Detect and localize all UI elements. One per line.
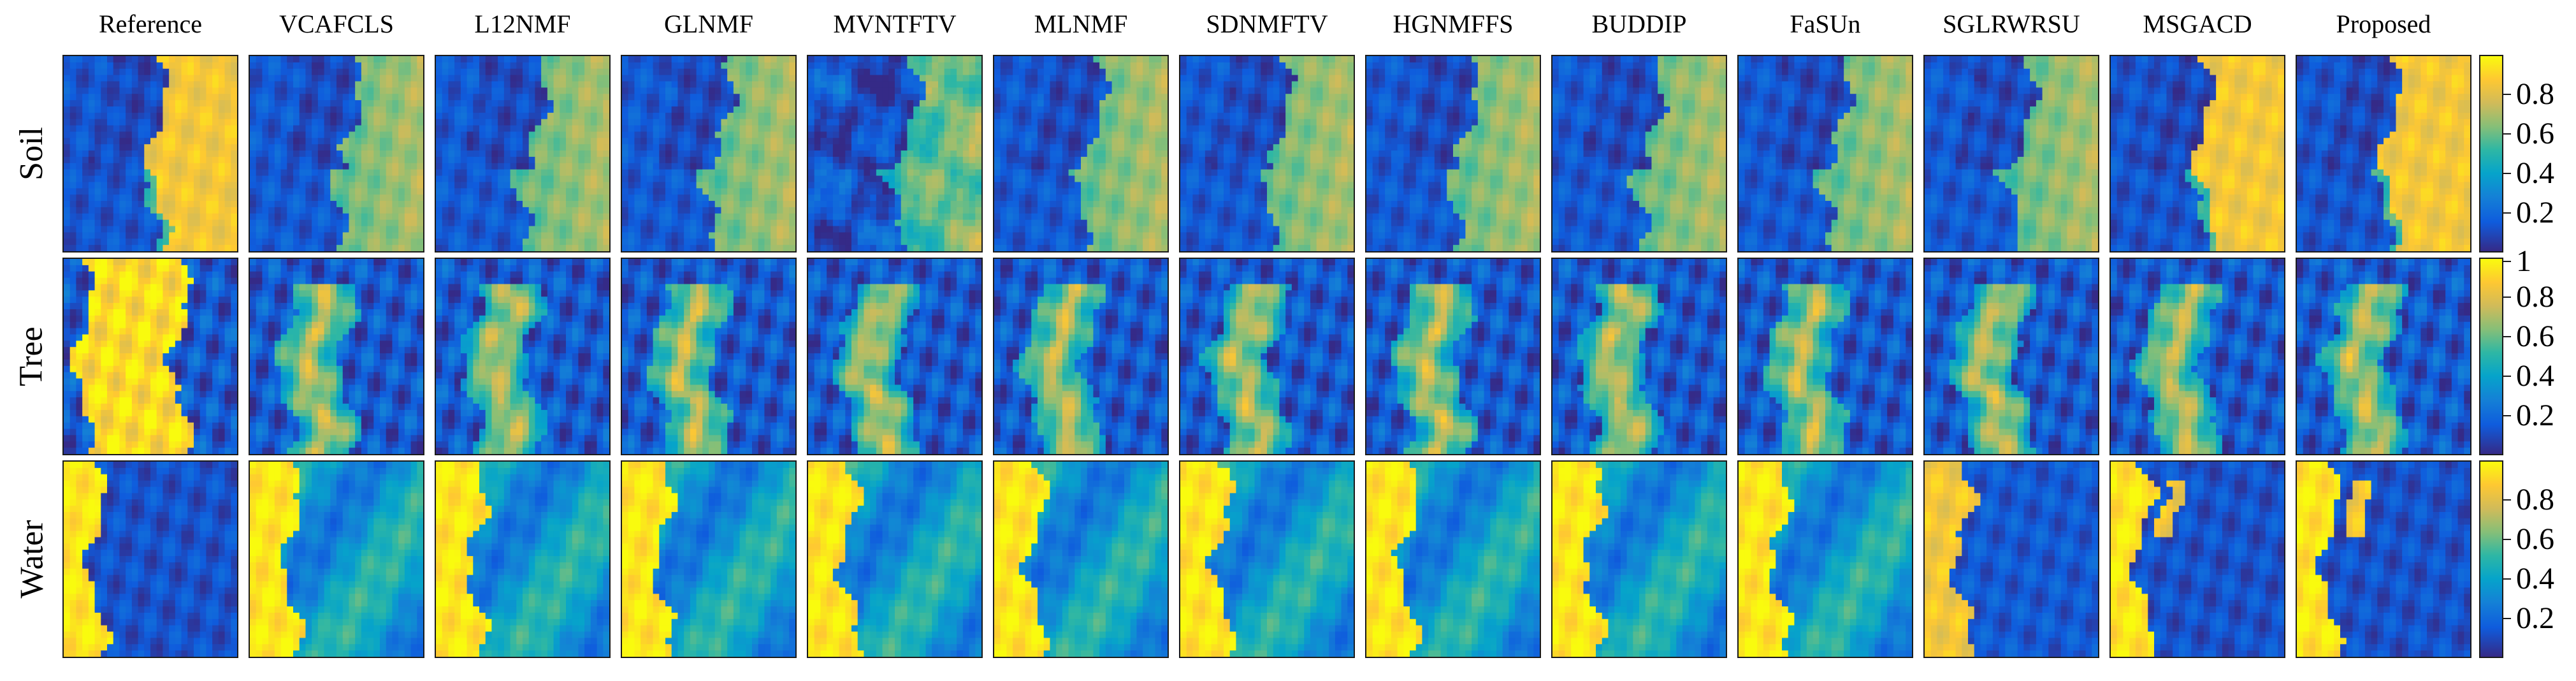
abundance-map-soil-sglrwrsu: [1923, 55, 2099, 253]
colorbar-tick: [2503, 133, 2511, 135]
column-title-fasun: FaSUn: [1725, 9, 1926, 40]
abundance-map-soil-sdnmftv: [1179, 55, 1355, 253]
colorbar-tick: [2503, 539, 2511, 540]
abundance-map-water-reference: [62, 460, 238, 658]
abundance-map-soil-buddip: [1551, 55, 1727, 253]
abundance-map-soil-vcafcls: [249, 55, 424, 253]
column-title-msgacd: MSGACD: [2097, 9, 2298, 40]
abundance-map-soil-msgacd: [2109, 55, 2285, 253]
colorbar-tick-label: 0.4: [2516, 563, 2554, 595]
abundance-map-water-sglrwrsu: [1923, 460, 2099, 658]
colorbar-tick: [2503, 499, 2511, 501]
abundance-map-water-mvntftv: [807, 460, 983, 658]
colorbar-tick-label: 0.8: [2516, 281, 2554, 313]
colorbar-tick: [2503, 415, 2511, 416]
row-label-soil: Soil: [0, 55, 64, 253]
abundance-map-tree-sdnmftv: [1179, 258, 1355, 455]
colorbar-tick-label: 1: [2516, 245, 2531, 277]
colorbar-tick-label: 0.2: [2516, 197, 2554, 229]
column-title-buddip: BUDDIP: [1538, 9, 1740, 40]
colorbar-tick: [2503, 94, 2511, 95]
abundance-map-water-msgacd: [2109, 460, 2285, 658]
abundance-map-water-fasun: [1737, 460, 1913, 658]
abundance-map-tree-reference: [62, 258, 238, 455]
abundance-map-soil-l12nmf: [435, 55, 611, 253]
abundance-map-water-sdnmftv: [1179, 460, 1355, 658]
abundance-map-tree-buddip: [1551, 258, 1727, 455]
column-title-glnmf: GLNMF: [608, 9, 809, 40]
colorbar-tick: [2503, 618, 2511, 619]
abundance-map-soil-proposed: [2296, 55, 2471, 253]
abundance-map-water-vcafcls: [249, 460, 424, 658]
colorbar-tick-label: 0.8: [2516, 484, 2554, 516]
row-label-text: Water: [13, 520, 51, 599]
column-title-l12nmf: L12NMF: [422, 9, 623, 40]
colorbar-tick-label: 0.4: [2516, 360, 2554, 392]
colorbar-tick-label: 0.6: [2516, 524, 2554, 555]
column-title-vcafcls: VCAFCLS: [236, 9, 437, 40]
colorbar-tick: [2503, 261, 2511, 263]
abundance-map-water-hgnmffs: [1365, 460, 1541, 658]
column-title-reference: Reference: [50, 9, 251, 40]
colorbar-tick-label: 0.8: [2516, 78, 2554, 110]
abundance-map-soil-mlnmf: [993, 55, 1169, 253]
column-title-mlnmf: MLNMF: [980, 9, 1182, 40]
abundance-map-tree-proposed: [2296, 258, 2471, 455]
colorbar-tick-label: 0.2: [2516, 603, 2554, 634]
colorbar-tick: [2503, 376, 2511, 377]
row-label-text: Tree: [13, 326, 51, 386]
colorbar-tick: [2503, 297, 2511, 298]
abundance-map-tree-mlnmf: [993, 258, 1169, 455]
column-title-proposed: Proposed: [2283, 9, 2484, 40]
column-title-sglrwrsu: SGLRWRSU: [1911, 9, 2112, 40]
abundance-map-tree-mvntftv: [807, 258, 983, 455]
abundance-map-soil-glnmf: [621, 55, 797, 253]
column-title-sdnmftv: SDNMFTV: [1166, 9, 1368, 40]
abundance-map-tree-hgnmffs: [1365, 258, 1541, 455]
colorbar-tick: [2503, 336, 2511, 337]
colorbar-tick: [2503, 173, 2511, 174]
abundance-map-tree-l12nmf: [435, 258, 611, 455]
abundance-map-tree-fasun: [1737, 258, 1913, 455]
colorbar-tick-label: 0.4: [2516, 157, 2554, 189]
abundance-map-water-buddip: [1551, 460, 1727, 658]
colorbar-tick-label: 0.2: [2516, 400, 2554, 432]
colorbar-tick: [2503, 578, 2511, 580]
abundance-map-tree-sglrwrsu: [1923, 258, 2099, 455]
abundance-map-soil-mvntftv: [807, 55, 983, 253]
column-title-mvntftv: MVNTFTV: [794, 9, 995, 40]
abundance-map-tree-vcafcls: [249, 258, 424, 455]
column-title-hgnmffs: HGNMFFS: [1352, 9, 1554, 40]
abundance-map-water-l12nmf: [435, 460, 611, 658]
abundance-map-soil-fasun: [1737, 55, 1913, 253]
colorbar-water: [2479, 460, 2503, 658]
abundance-map-soil-hgnmffs: [1365, 55, 1541, 253]
row-label-water: Water: [0, 460, 64, 658]
abundance-map-tree-glnmf: [621, 258, 797, 455]
abundance-map-water-proposed: [2296, 460, 2471, 658]
colorbar-tick-label: 0.6: [2516, 118, 2554, 150]
row-label-tree: Tree: [0, 258, 64, 455]
colorbar-tick: [2503, 212, 2511, 214]
abundance-map-water-mlnmf: [993, 460, 1169, 658]
abundance-map-tree-msgacd: [2109, 258, 2285, 455]
colorbar-tree: [2479, 258, 2503, 455]
colorbar-soil: [2479, 55, 2503, 253]
abundance-map-water-glnmf: [621, 460, 797, 658]
colorbar-tick-label: 0.6: [2516, 321, 2554, 353]
abundance-map-soil-reference: [62, 55, 238, 253]
row-label-text: Soil: [13, 127, 51, 180]
